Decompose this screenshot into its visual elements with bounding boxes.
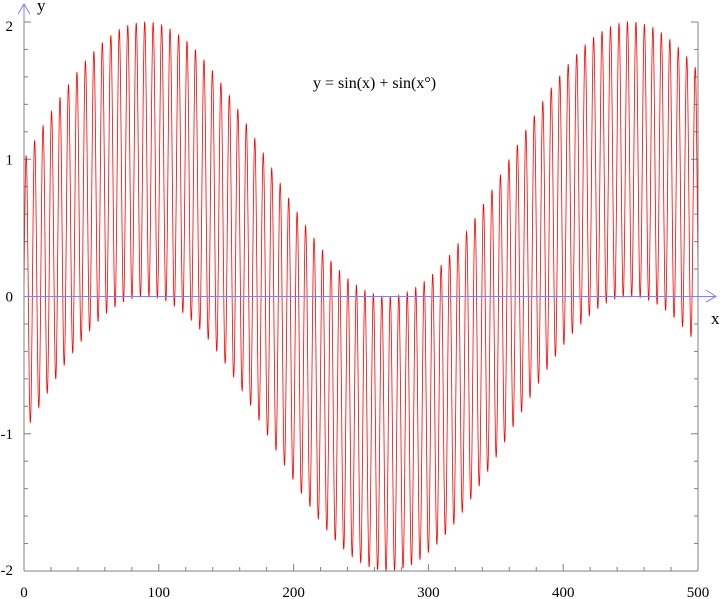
x-tick-label: 300 <box>417 585 440 599</box>
x-tick-label: 100 <box>148 585 171 599</box>
axes-layer <box>17 3 717 572</box>
series-line-0 <box>23 20 699 573</box>
x-tick-label: 500 <box>687 585 710 599</box>
y-tick-label: 0 <box>6 290 14 306</box>
tick-labels: 0 100 200 300 400 500 -2 -1 0 1 2 <box>1 19 710 599</box>
x-tick-label: 200 <box>282 585 305 599</box>
y-axis-label: y <box>37 0 46 15</box>
y-tick-label: 2 <box>6 19 14 35</box>
y-axis-arrow <box>17 3 31 15</box>
formula-annotation: y = sin(x) + sin(x°) <box>313 75 436 92</box>
y-tick-label: 1 <box>6 152 14 168</box>
x-tick-label: 400 <box>552 585 575 599</box>
y-tick-label: -1 <box>1 427 14 443</box>
y-tick-label: -2 <box>1 563 14 579</box>
x-axis-label: x <box>711 309 720 328</box>
x-axis-arrow <box>705 289 717 303</box>
series-layer <box>23 20 699 573</box>
x-tick-label: 0 <box>20 585 28 599</box>
